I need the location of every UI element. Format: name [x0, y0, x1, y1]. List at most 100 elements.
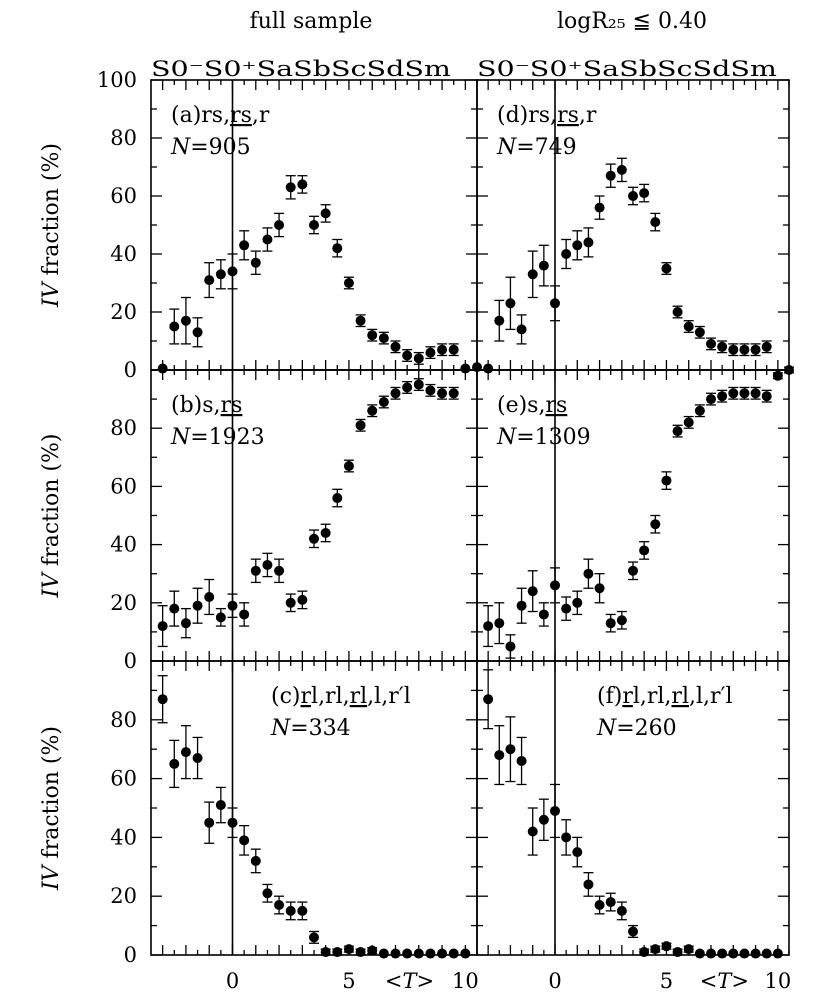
data-point: [527, 586, 538, 597]
data-point: [343, 461, 354, 472]
panel-a: 0 20 40 60 80 100 (a)rs,rs,r N=905: [97, 68, 482, 382]
data-point: [297, 905, 308, 916]
data-point: [572, 240, 583, 251]
data-point: [320, 947, 331, 958]
data-point: [550, 580, 560, 591]
data-point: [390, 341, 401, 352]
data-point: [594, 202, 605, 213]
data-point: [661, 475, 672, 486]
sample-size-label: N=1923: [170, 425, 265, 450]
morphology-labels-right: S0⁻S0⁺SaSbScSdSm: [477, 57, 777, 81]
panel-d: (d)rs,rs,r N=749: [476, 79, 794, 381]
data-point: [728, 344, 739, 355]
data-point: [215, 800, 226, 811]
panel-c: 0 20 40 60 80 (c)rl,rl,rl,l,r′l N=334: [110, 660, 478, 967]
data-point: [672, 947, 683, 958]
data-point: [494, 315, 505, 326]
sample-size-label: N=1309: [496, 425, 591, 450]
data-point: [227, 817, 238, 828]
data-point: [750, 948, 761, 959]
data-point: [274, 220, 285, 230]
data-point: [650, 519, 661, 530]
data-point: [180, 618, 191, 629]
data-point: [204, 275, 215, 286]
data-point: [378, 333, 389, 344]
data-point: [505, 641, 516, 652]
data-point: [761, 341, 772, 352]
y-tick-label: 20: [110, 884, 137, 908]
morphology-labels-left: S0⁻S0⁺SaSbScSdSm: [151, 57, 451, 81]
data-point: [227, 600, 238, 611]
data-point: [639, 188, 650, 199]
data-point: [413, 379, 424, 390]
data-point: [483, 363, 494, 374]
data-point: [717, 391, 728, 402]
x-tick-label: 0: [226, 969, 239, 993]
y-axis-label: IV fraction (%): [39, 726, 64, 891]
data-point: [448, 344, 459, 355]
data-point: [367, 945, 378, 956]
data-point: [538, 814, 549, 825]
data-point: [378, 948, 389, 959]
y-tick-label: 60: [110, 767, 137, 791]
data-point: [413, 948, 424, 959]
data-point: [572, 847, 583, 858]
data-point: [285, 905, 296, 916]
column-title-full-sample: full sample: [250, 9, 373, 34]
data-point: [343, 944, 354, 955]
data-point: [180, 315, 191, 326]
data-point: [572, 597, 583, 608]
data-point: [728, 948, 739, 959]
y-tick-label: 80: [110, 126, 137, 150]
data-point: [309, 533, 319, 544]
data-point: [169, 603, 180, 614]
data-point: [157, 694, 168, 705]
data-point: [250, 257, 261, 268]
data-point: [728, 388, 739, 399]
data-point: [717, 948, 728, 959]
data-point: [661, 263, 672, 274]
y-tick-label: 40: [110, 825, 137, 849]
data-point: [297, 594, 308, 605]
data-point: [694, 327, 705, 338]
data-point: [309, 932, 319, 943]
data-point: [739, 948, 750, 959]
data-point: [505, 744, 516, 755]
panel-label: (c)rl,rl,rl,l,r′l: [271, 684, 411, 709]
data-point: [437, 948, 448, 959]
data-point: [192, 600, 203, 611]
data-point: [367, 405, 378, 416]
morphology-type-labels: S0⁻S0⁺SaSbScSdSm: [151, 57, 451, 81]
data-point: [706, 338, 716, 349]
x-axis-labels: 0 5 <T> 10 0 5 <T> 10: [226, 969, 791, 993]
data-point: [239, 835, 250, 846]
data-point: [239, 609, 250, 620]
data-point: [616, 905, 627, 916]
data-point: [494, 750, 505, 761]
data-point: [192, 327, 203, 338]
y-axis-label: IV fraction (%): [39, 143, 64, 308]
y-tick-label: 0: [124, 649, 137, 673]
data-point: [250, 855, 261, 866]
sample-size-label: N=260: [596, 716, 677, 741]
data-point: [550, 298, 560, 309]
data-point: [639, 545, 650, 556]
data-point: [505, 298, 516, 309]
data-point: [274, 565, 285, 576]
data-point: [650, 217, 661, 228]
data-point: [157, 363, 168, 374]
data-point: [169, 321, 180, 332]
data-point: [761, 391, 772, 402]
data-point: [355, 947, 366, 958]
data-point: [425, 948, 436, 959]
data-point: [672, 307, 683, 317]
data-point: [516, 755, 527, 766]
data-point: [683, 417, 694, 428]
data-point: [425, 347, 436, 358]
data-point: [561, 249, 572, 259]
data-point: [750, 344, 761, 355]
x-axis-label: <T>: [385, 969, 434, 993]
column-title-logr25: logR₂₅ ≦ 0.40: [557, 9, 707, 34]
data-point: [628, 565, 638, 576]
data-point: [320, 208, 331, 219]
